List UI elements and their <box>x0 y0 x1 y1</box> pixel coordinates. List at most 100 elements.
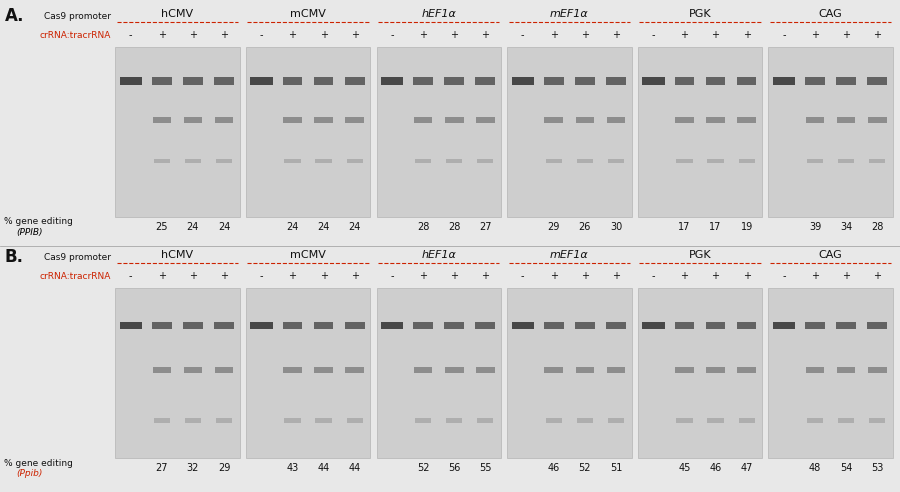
Bar <box>838 418 854 423</box>
Bar <box>706 118 724 123</box>
Text: -: - <box>521 31 525 40</box>
Bar <box>807 158 824 163</box>
Bar <box>869 418 886 423</box>
Bar <box>415 418 431 423</box>
Bar <box>284 418 301 423</box>
Bar <box>477 418 493 423</box>
Bar <box>214 322 234 330</box>
Text: crRNA:tracrRNA: crRNA:tracrRNA <box>40 272 111 281</box>
Bar <box>381 77 403 85</box>
Bar <box>184 367 202 372</box>
Bar <box>806 118 824 123</box>
Bar <box>868 77 887 85</box>
Text: -: - <box>129 31 132 40</box>
Bar <box>676 158 692 163</box>
Bar <box>476 118 495 123</box>
Bar <box>638 288 762 458</box>
Text: +: + <box>550 272 558 281</box>
Bar <box>216 418 232 423</box>
Text: -: - <box>652 31 655 40</box>
Bar <box>246 288 370 458</box>
Bar <box>773 77 796 85</box>
Bar <box>376 47 500 217</box>
Bar <box>607 367 625 372</box>
Bar <box>475 322 495 330</box>
Bar <box>606 77 626 85</box>
Bar <box>120 322 142 330</box>
Bar <box>638 47 762 217</box>
Bar <box>508 288 632 458</box>
Text: +: + <box>419 31 428 40</box>
Text: -: - <box>391 31 394 40</box>
Text: -: - <box>521 272 525 281</box>
Bar <box>283 322 302 330</box>
Text: Cas9 promoter: Cas9 promoter <box>44 253 111 262</box>
Text: +: + <box>712 272 719 281</box>
Bar <box>807 418 824 423</box>
Bar <box>837 118 856 123</box>
Text: +: + <box>811 31 819 40</box>
Text: % gene editing: % gene editing <box>4 459 74 467</box>
Bar <box>869 158 886 163</box>
Text: +: + <box>612 31 620 40</box>
Bar <box>577 418 593 423</box>
Bar <box>283 77 302 85</box>
Bar <box>675 77 694 85</box>
Text: 54: 54 <box>840 463 852 473</box>
Bar <box>152 118 171 123</box>
Text: 29: 29 <box>547 222 560 232</box>
Bar <box>508 47 632 217</box>
Bar <box>575 77 595 85</box>
Bar <box>152 367 171 372</box>
Bar <box>769 47 893 217</box>
Text: +: + <box>320 272 328 281</box>
Bar <box>345 322 364 330</box>
Text: 52: 52 <box>417 463 429 473</box>
Bar <box>346 367 364 372</box>
Text: hCMV: hCMV <box>161 9 194 19</box>
Text: 24: 24 <box>186 222 199 232</box>
Text: +: + <box>289 31 296 40</box>
Text: 39: 39 <box>809 222 821 232</box>
Bar <box>346 418 363 423</box>
Bar <box>737 118 756 123</box>
Text: 52: 52 <box>579 463 591 473</box>
Bar <box>445 77 464 85</box>
Text: 28: 28 <box>448 222 461 232</box>
Text: +: + <box>811 272 819 281</box>
Text: CAG: CAG <box>819 250 842 260</box>
Bar <box>183 77 202 85</box>
Bar <box>608 418 624 423</box>
Bar <box>284 367 302 372</box>
Text: hCMV: hCMV <box>161 250 194 260</box>
Bar <box>806 322 825 330</box>
Text: 25: 25 <box>156 222 168 232</box>
Text: -: - <box>652 272 655 281</box>
Bar <box>154 418 170 423</box>
Text: -: - <box>391 272 394 281</box>
Text: 28: 28 <box>417 222 429 232</box>
Text: 17: 17 <box>709 222 722 232</box>
Text: +: + <box>680 272 688 281</box>
Text: +: + <box>873 31 881 40</box>
Text: 24: 24 <box>348 222 361 232</box>
Bar <box>737 322 757 330</box>
Bar <box>216 158 232 163</box>
Bar <box>643 322 664 330</box>
Bar <box>706 77 725 85</box>
Text: 45: 45 <box>679 463 690 473</box>
Text: 44: 44 <box>318 463 329 473</box>
Bar <box>737 77 757 85</box>
Bar <box>706 367 724 372</box>
Bar <box>773 322 796 330</box>
Bar <box>511 322 534 330</box>
Text: (PPIB): (PPIB) <box>16 228 42 237</box>
Text: +: + <box>450 31 458 40</box>
Text: 34: 34 <box>840 222 852 232</box>
Bar <box>868 118 886 123</box>
Bar <box>868 367 886 372</box>
Bar <box>868 322 887 330</box>
Text: 51: 51 <box>610 463 622 473</box>
Text: PGK: PGK <box>688 9 711 19</box>
Text: 43: 43 <box>286 463 299 473</box>
